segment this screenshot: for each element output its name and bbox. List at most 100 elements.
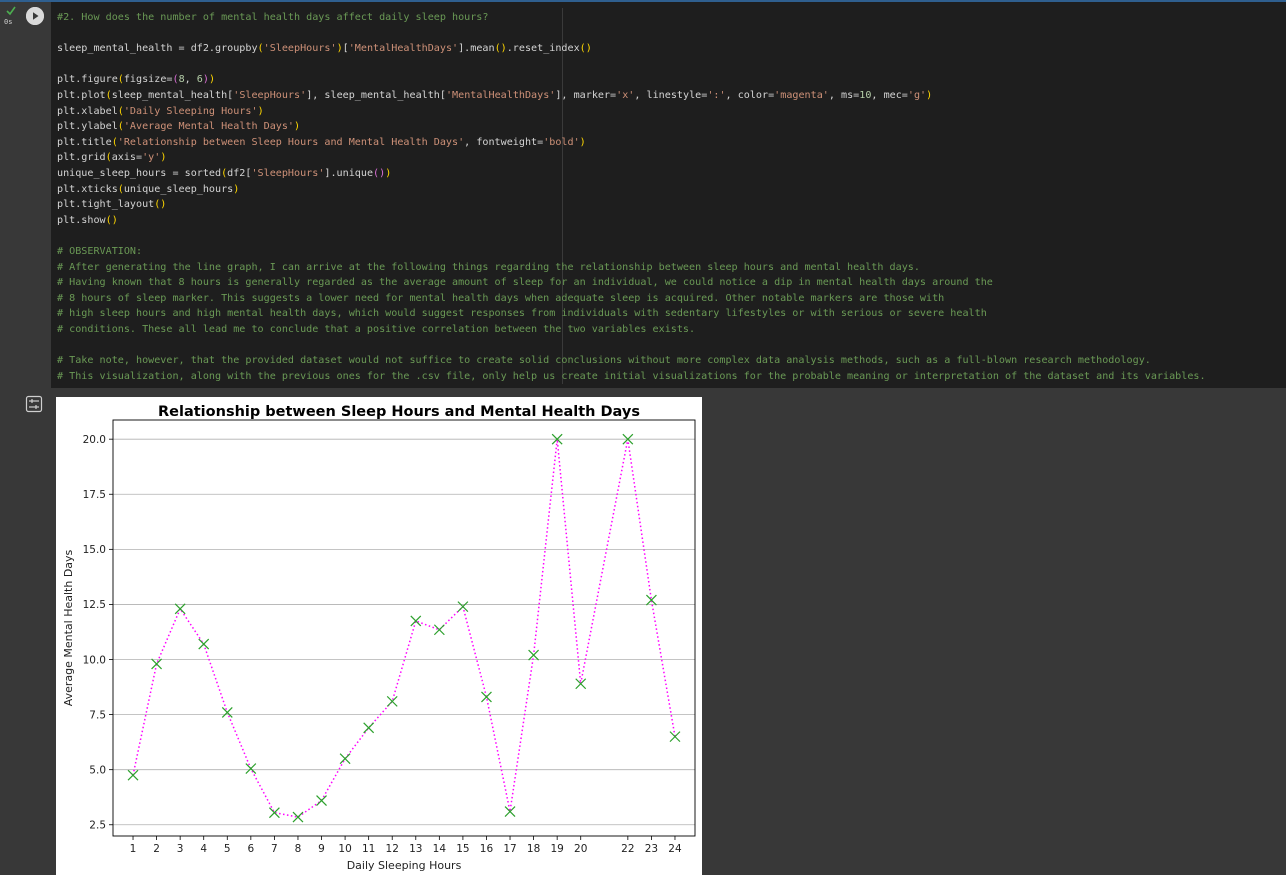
code-line: plt.figure(figsize=(8, 6)): [57, 74, 216, 86]
y-tick-label: 17.5: [83, 489, 106, 501]
code-line: # OBSERVATION:: [57, 245, 143, 257]
marker-stroke: [292, 811, 304, 823]
marker-stroke: [339, 753, 351, 765]
x-tick-label: 11: [362, 843, 375, 855]
code-line: plt.show(): [57, 214, 118, 226]
code-editor[interactable]: #2. How does the number of mental health…: [51, 2, 1286, 388]
x-tick-label: 19: [550, 843, 563, 855]
data-point-marker: [316, 795, 327, 806]
data-point-marker: [292, 811, 304, 823]
marker-stroke: [457, 601, 469, 613]
window-top-border: [0, 0, 1286, 2]
chart-title: Relationship between Sleep Hours and Men…: [158, 404, 640, 420]
marker-stroke: [528, 649, 540, 661]
x-tick-label: 17: [503, 843, 516, 855]
code-line: # This visualization, along with the pre…: [57, 370, 1206, 382]
code-line: plt.plot(sleep_mental_health['SleepHours…: [57, 89, 933, 101]
marker-stroke: [481, 691, 492, 703]
data-point-marker: [481, 691, 492, 703]
marker-stroke: [245, 763, 257, 775]
code-line: # high sleep hours and high mental healt…: [57, 308, 987, 320]
data-point-marker: [127, 769, 139, 781]
marker-stroke: [575, 678, 587, 690]
x-tick-label: 6: [247, 843, 254, 855]
code-line: plt.xticks(unique_sleep_hours): [57, 183, 240, 195]
code-line: # conditions. These all lead me to concl…: [57, 323, 696, 335]
code-line: [57, 228, 1206, 244]
data-point-marker: [622, 433, 634, 445]
code-line: #2. How does the number of mental health…: [57, 12, 489, 23]
code-content[interactable]: #2. How does the number of mental health…: [57, 10, 1206, 384]
data-point-marker: [551, 433, 563, 445]
data-point-marker: [151, 658, 163, 670]
x-tick-label: 15: [456, 843, 469, 855]
code-line: plt.xlabel('Daily Sleeping Hours'): [57, 105, 264, 117]
x-axis-label: Daily Sleeping Hours: [347, 859, 462, 872]
x-tick-label: 9: [318, 843, 325, 855]
x-tick-label: 2: [153, 843, 160, 855]
data-point-marker: [174, 603, 186, 615]
plot-output: 2.5 5.0 7.5 10.0 12.5 15.0 17.5 20.0 1 2 3 4 5 6 7 8 9 10…: [56, 397, 702, 875]
plot-area: [112, 419, 696, 837]
data-point-marker: [410, 615, 422, 627]
marker-stroke: [622, 433, 634, 445]
x-tick-label: 12: [386, 843, 399, 855]
x-tick-label: 8: [295, 843, 302, 855]
marker-stroke: [363, 722, 375, 734]
check-icon: [6, 6, 16, 16]
code-line: plt.title('Relationship between Sleep Ho…: [57, 136, 586, 148]
data-point-marker: [198, 638, 210, 650]
data-point-marker: [221, 706, 233, 718]
code-line: # 8 hours of sleep marker. This suggests…: [57, 292, 945, 304]
data-point-marker: [339, 753, 351, 765]
y-tick-label: 20.0: [83, 434, 106, 446]
x-tick-label: 23: [645, 843, 658, 855]
data-point-marker: [645, 594, 657, 606]
marker-stroke: [316, 795, 327, 806]
data-point-marker: [433, 624, 445, 636]
x-tick-label: 3: [177, 843, 184, 855]
marker-stroke: [198, 638, 210, 650]
x-tick-label: 22: [621, 843, 634, 855]
marker-stroke: [221, 706, 233, 718]
code-line: sleep_mental_health = df2.groupby('Sleep…: [57, 43, 592, 55]
code-line: [57, 337, 1206, 353]
data-point-marker: [669, 731, 681, 743]
play-icon: [26, 7, 44, 25]
code-line: plt.tight_layout(): [57, 199, 167, 211]
y-tick-label: 15.0: [83, 544, 106, 556]
x-tick-label: 7: [271, 843, 278, 855]
marker-stroke: [127, 769, 139, 781]
code-line: plt.ylabel('Average Mental Health Days'): [57, 121, 301, 133]
x-tick-label: 16: [480, 843, 494, 855]
x-tick-label: 5: [224, 843, 231, 855]
marker-stroke: [151, 658, 163, 670]
marker-stroke: [174, 603, 186, 615]
y-tick-label: 2.5: [89, 820, 106, 832]
output-gutter: [0, 390, 51, 875]
code-line: unique_sleep_hours = sorted(df2['SleepHo…: [57, 167, 392, 179]
y-tick-label: 5.0: [89, 764, 106, 776]
data-point-marker: [528, 649, 540, 661]
marker-stroke: [504, 806, 516, 817]
cell-gutter: 0s: [0, 2, 19, 388]
x-tick-label: 1: [130, 843, 137, 855]
x-tick-label: 14: [433, 843, 447, 855]
code-line: [57, 26, 1206, 42]
data-point-marker: [363, 722, 375, 734]
y-tick-label: 7.5: [89, 709, 106, 721]
y-tick-label: 12.5: [83, 599, 106, 611]
x-tick-label: 4: [200, 843, 207, 855]
output-settings-icon[interactable]: [25, 395, 43, 413]
series-line: [132, 439, 676, 818]
marker-stroke: [669, 731, 681, 743]
x-tick-label: 24: [668, 843, 682, 855]
run-cell-button[interactable]: [26, 7, 44, 25]
x-tick-label: 20: [574, 843, 587, 855]
data-point-marker: [504, 806, 516, 817]
y-axis-label: Average Mental Health Days: [62, 549, 75, 706]
line-chart: 2.55.07.510.012.515.017.520.01 2 3 4 5 6 7 8 9 10…: [62, 404, 696, 872]
x-tick-label: 18: [527, 843, 540, 855]
y-tick-label: 10.0: [83, 654, 106, 666]
marker-stroke: [551, 433, 563, 445]
